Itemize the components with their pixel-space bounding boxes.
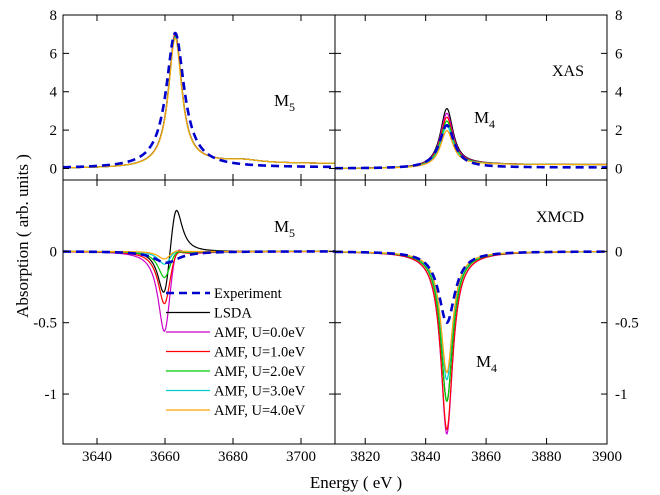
legend-item: AMF, U=3.0eV [166, 384, 306, 400]
legend-item: AMF, U=0.0eV [166, 325, 306, 341]
panel-xmcd-m5: 3640 3660 3680 3700 0 -0.5 -1 M 5 [33, 179, 336, 465]
y-tick-label: 8 [615, 8, 623, 24]
series-amf-u-1-0ev [63, 250, 335, 305]
y-tick-label: -1 [615, 387, 628, 403]
edge-label: M [474, 108, 489, 127]
y-tick-label: 0 [50, 244, 58, 260]
curves [62, 31, 336, 169]
edge-label: M [274, 217, 289, 236]
series-experiment [63, 250, 336, 265]
y-tick-label: 2 [50, 123, 58, 139]
series-amf-u-4-0ev [335, 130, 607, 169]
y-axis-title: Absorption ( arb. units ) [13, 154, 32, 318]
panel-xas-m5: 0 2 4 6 8 M 5 [50, 8, 336, 181]
legend-item: LSDA [166, 306, 252, 322]
legend-item: AMF, U=4.0eV [166, 403, 306, 419]
y-tick-label: 6 [50, 46, 58, 62]
y-tick-label: 8 [50, 8, 58, 24]
panel-frame [334, 179, 608, 445]
y-tick-label: 4 [615, 85, 623, 101]
y-tick-label: 0 [50, 161, 58, 177]
series-amf-u-2-0ev [334, 251, 607, 402]
series-lsda [334, 251, 607, 402]
edge-label-subscript: 4 [491, 361, 497, 375]
series-amf-u-1-0ev [334, 251, 607, 431]
legend: Experiment LSDA AMF, U=0.0eV AMF, U=1.0eV AM… [166, 286, 306, 419]
legend-label: AMF, U=2.0eV [214, 364, 306, 380]
edge-label-subscript: 5 [289, 226, 295, 240]
x-tick-label: 3680 [218, 449, 248, 465]
legend-item: AMF, U=2.0eV [166, 364, 306, 380]
legend-label: Experiment [214, 286, 282, 302]
legend-label: AMF, U=1.0eV [214, 345, 306, 361]
edge-label: M [476, 352, 491, 371]
y-tick-label: -0.5 [615, 316, 639, 332]
edge-label: M [274, 91, 289, 110]
legend-item: Experiment [166, 286, 282, 302]
series-amf-u-4-0ev [62, 37, 335, 169]
series-experiment [334, 250, 607, 324]
x-tick-label: 3840 [411, 449, 441, 465]
legend-label: AMF, U=4.0eV [214, 403, 306, 419]
x-axis-title: Energy ( eV ) [310, 473, 402, 492]
edge-label-subscript: 5 [289, 100, 295, 114]
y-tick-label: 0 [615, 244, 623, 260]
y-tick-label: -0.5 [33, 316, 57, 332]
series-experiment [62, 31, 335, 169]
series-amf-u-2-0ev [62, 250, 335, 279]
y-tick-label: 6 [615, 46, 623, 62]
x-tick-label: 3880 [532, 449, 562, 465]
x-tick-label: 3640 [82, 449, 112, 465]
series-experiment [334, 123, 607, 170]
panel-frame [62, 14, 336, 181]
series-amf-u-4-0ev [335, 251, 607, 374]
legend-label: AMF, U=3.0eV [214, 384, 306, 400]
panel-xmcd-m4: 3820 3840 3860 3880 3900 0 -0.5 -1 XMCD M 4 [334, 179, 639, 465]
curves [62, 209, 336, 332]
panel-tag: XAS [552, 63, 584, 80]
series-amf-u-3-0ev [335, 251, 608, 381]
y-tick-label: 2 [615, 123, 623, 139]
series-amf-u-0-0ev [335, 251, 607, 435]
y-tick-label: -1 [45, 387, 58, 403]
curves [334, 250, 608, 435]
x-tick-label: 3820 [350, 449, 380, 465]
legend-item: AMF, U=1.0eV [166, 345, 306, 361]
x-tick-label: 3860 [471, 449, 501, 465]
panel-frame [334, 14, 608, 181]
x-tick-label: 3660 [150, 449, 180, 465]
y-tick-label: 0 [615, 161, 623, 177]
x-tick-label: 3700 [286, 449, 316, 465]
y-tick-label: 4 [50, 85, 58, 101]
edge-label-subscript: 4 [489, 117, 495, 131]
series-amf-u-0-0ev [63, 249, 335, 332]
legend-label: AMF, U=0.0eV [214, 325, 306, 341]
curves [334, 107, 607, 170]
legend-label: LSDA [214, 306, 252, 322]
x-tick-label: 3900 [592, 449, 622, 465]
panel-tag: XMCD [536, 209, 584, 226]
